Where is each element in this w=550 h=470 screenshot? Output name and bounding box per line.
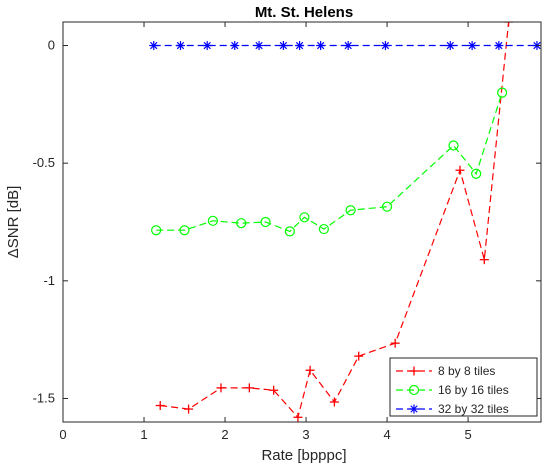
data-point-d2 <box>344 41 352 50</box>
legend-marker <box>409 404 419 414</box>
data-point <box>284 226 295 237</box>
data-point <box>455 165 465 175</box>
legend-label: 32 by 32 tiles <box>438 402 509 416</box>
legend-marker <box>408 384 420 396</box>
data-point <box>151 225 162 236</box>
data-point <box>354 351 364 361</box>
data-point <box>260 216 271 228</box>
data-point <box>179 225 190 236</box>
x-tick-label: 2 <box>221 427 228 442</box>
data-point-d2 <box>279 41 288 50</box>
data-point-d2 <box>381 41 390 50</box>
data-point <box>295 41 305 51</box>
data-point-ring <box>448 140 459 151</box>
legend-label: 8 by 8 tiles <box>438 364 495 378</box>
data-point-d2 <box>255 41 263 50</box>
data-point <box>479 255 489 265</box>
data-point <box>202 41 212 51</box>
legend: 8 by 8 tiles 16 by 16 tiles 32 by 32 tiles <box>389 357 538 417</box>
data-point-ring <box>207 215 218 226</box>
data-point <box>254 41 264 51</box>
data-point-d2 <box>203 41 211 50</box>
x-tick-label: 1 <box>140 427 147 442</box>
x-tick-label: 4 <box>383 427 390 442</box>
data-point <box>216 383 226 393</box>
y-tick-label: -1 <box>43 273 55 288</box>
series-2 <box>151 87 508 237</box>
data-point <box>390 338 400 348</box>
plot-area <box>63 22 541 422</box>
data-point <box>445 41 455 51</box>
series-3 <box>149 41 541 51</box>
data-point <box>293 412 303 422</box>
data-point <box>380 41 390 51</box>
data-point <box>207 215 218 226</box>
x-axis-label: Rate [bpppc] <box>261 447 346 464</box>
data-point-ring <box>471 168 482 179</box>
legend-entry: 8 by 8 tiles <box>396 364 495 378</box>
data-point <box>448 140 459 151</box>
x-tick-label: 3 <box>302 427 309 442</box>
data-point <box>318 223 329 235</box>
legend-entry: 16 by 16 tiles <box>396 383 509 397</box>
legend-marker-ring <box>408 384 420 396</box>
data-point-ring <box>151 225 162 236</box>
data-point-ring <box>179 225 190 236</box>
data-point <box>494 41 504 51</box>
chart-title: Mt. St. Helens <box>255 4 353 21</box>
data-point <box>504 22 514 27</box>
data-point-ring <box>260 216 271 228</box>
x-tick-label: 0 <box>59 427 66 442</box>
data-point <box>269 385 279 395</box>
data-point <box>497 87 508 98</box>
data-point-d2 <box>468 41 476 50</box>
data-point-d2 <box>231 41 239 50</box>
data-point <box>299 212 310 223</box>
data-point-ring <box>345 205 356 216</box>
data-point-d2 <box>150 41 158 50</box>
y-axis-label: ΔSNR [dB] <box>5 186 22 259</box>
data-point-d2 <box>176 41 185 50</box>
data-point-ring <box>381 201 393 212</box>
data-point-ring <box>284 226 295 237</box>
y-tick-label: -1.5 <box>33 390 55 405</box>
data-point <box>316 41 326 51</box>
series-1 <box>155 22 514 422</box>
data-point <box>184 404 194 414</box>
data-point-d2 <box>446 41 454 50</box>
data-point <box>381 201 393 212</box>
series-layer <box>149 22 541 422</box>
data-point <box>236 218 247 229</box>
data-point-d2 <box>316 41 325 50</box>
data-point <box>230 41 240 51</box>
data-point <box>278 41 288 51</box>
data-point-ring <box>318 223 329 235</box>
data-point <box>343 41 353 51</box>
data-point-d2 <box>295 41 304 50</box>
legend-label: 16 by 16 tiles <box>438 383 509 397</box>
data-point <box>244 383 254 393</box>
data-point <box>149 41 159 51</box>
y-tick-label: -0.5 <box>33 155 55 170</box>
data-point <box>329 397 339 407</box>
data-point-ring <box>299 212 310 223</box>
x-tick-label: 5 <box>464 427 471 442</box>
legend-marker <box>409 366 419 376</box>
legend-marker-d2 <box>410 405 418 413</box>
legend-entry: 32 by 32 tiles <box>396 402 509 416</box>
data-point-ring <box>497 87 508 98</box>
data-point <box>305 365 315 375</box>
data-point <box>467 41 477 51</box>
data-point <box>345 205 356 216</box>
data-point-ring <box>236 218 247 229</box>
plot-frame <box>62 21 542 423</box>
y-tick-label: 0 <box>48 38 55 53</box>
data-point-d2 <box>495 41 503 50</box>
data-point <box>155 401 165 411</box>
data-point <box>175 41 185 51</box>
data-point <box>471 168 482 179</box>
series-line <box>156 92 503 233</box>
